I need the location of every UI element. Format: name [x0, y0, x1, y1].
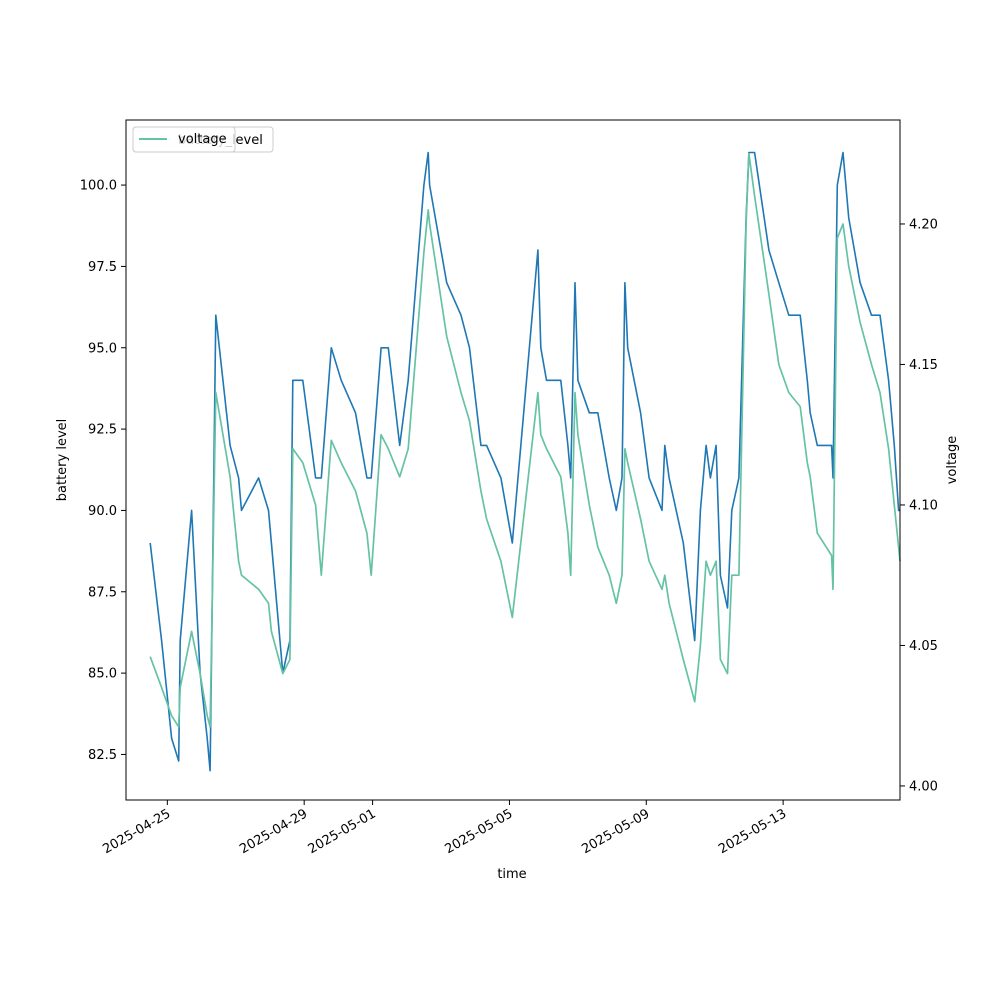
y-tick-label: 90.0	[88, 504, 117, 519]
x-tick-label: 2025-05-13	[716, 806, 789, 857]
y2-tick-label: 4.15	[909, 358, 938, 373]
series-line-voltage	[149, 152, 901, 728]
x-tick-label: 2025-05-09	[579, 806, 652, 857]
y2-tick-label: 4.05	[909, 639, 938, 654]
y-tick-label: 87.5	[88, 585, 117, 600]
y2-axis-label: voltage	[945, 436, 960, 485]
y-axis-label: battery level	[55, 419, 70, 502]
y-axis-right: 4.00 4.05 4.10 4.15 4.20	[900, 217, 938, 794]
y2-tick-label: 4.20	[909, 217, 938, 232]
legend-label-voltage: voltage	[178, 132, 227, 147]
y-tick-label: 95.0	[88, 341, 117, 356]
x-axis-label: time	[497, 867, 526, 882]
legend-box-voltage	[132, 126, 236, 153]
y-axis-left: 82.5 85.0 87.5 90.0 92.5 95.0 97.5 100.0	[80, 179, 126, 763]
x-tick-label: 2025-05-05	[442, 806, 515, 857]
x-tick-label: 2025-04-25	[100, 806, 173, 857]
y-tick-label: 100.0	[80, 179, 117, 194]
y2-tick-label: 4.10	[909, 498, 938, 513]
y-tick-label: 82.5	[88, 748, 117, 763]
y-tick-label: 97.5	[88, 260, 117, 275]
x-tick-label: 2025-05-01	[306, 806, 379, 857]
plot-area	[125, 119, 901, 801]
x-tick-label: 2025-04-29	[237, 806, 310, 857]
plot-frame	[125, 119, 901, 801]
y2-tick-label: 4.00	[909, 779, 938, 794]
y-tick-label: 92.5	[88, 423, 117, 438]
series-line-battery-level	[149, 151, 900, 772]
y-tick-label: 85.0	[88, 667, 117, 682]
